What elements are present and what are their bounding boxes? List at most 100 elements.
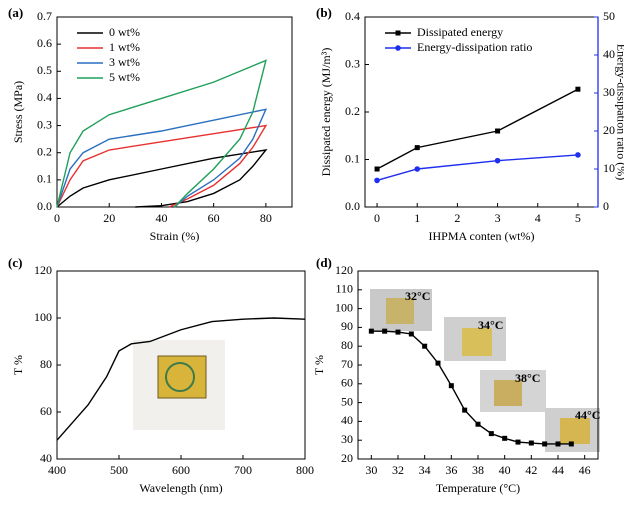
x-axis-label: Strain (%) (150, 229, 200, 243)
y-tick-label: 120 (34, 263, 52, 277)
series-line (376, 88, 579, 170)
marker (462, 407, 468, 413)
x-tick-label: 44 (552, 463, 564, 477)
film-sample (386, 298, 414, 324)
annotation: 32°C (405, 289, 430, 303)
x-tick-label: 600 (172, 463, 190, 477)
y2-tick-label: 40 (603, 47, 615, 61)
x-tick-label: 36 (445, 463, 457, 477)
x-axis-label: Temperature (°C) (436, 481, 520, 495)
marker (374, 177, 380, 184)
x-tick-label: 34 (419, 463, 431, 477)
marker (575, 86, 581, 92)
y-tick-label: 0.4 (37, 90, 52, 104)
marker (414, 166, 421, 172)
legend-label: Dissipated energy (417, 25, 503, 39)
x-tick-label: 500 (110, 463, 128, 477)
y-tick-label: 20 (341, 451, 353, 465)
y-tick-label: 0.1 (345, 151, 360, 165)
x-tick-label: 60 (208, 211, 220, 225)
inset-photos (370, 289, 600, 452)
x-tick-label: 42 (525, 463, 537, 477)
marker (368, 328, 374, 334)
marker (435, 360, 441, 366)
panel-label: (c) (8, 255, 22, 270)
x-tick-label: 38 (472, 463, 484, 477)
y-axis-label: T % (11, 355, 25, 375)
y-tick-label: 40 (341, 413, 353, 427)
y-tick-label: 0.4 (345, 9, 360, 23)
y2-tick-label: 30 (603, 85, 615, 99)
y-tick-label: 0.7 (37, 9, 52, 23)
y2-tick-label: 10 (603, 161, 615, 175)
y-tick-label: 40 (40, 451, 52, 465)
annotation: 34°C (478, 318, 503, 332)
panel-label: (b) (316, 5, 332, 20)
y-axis-label: Stress (MPa) (11, 81, 25, 143)
y-tick-label: 30 (341, 432, 353, 446)
y-tick-label: 0.3 (37, 117, 52, 131)
y2-tick-label: 50 (603, 9, 615, 23)
x-tick-label: 0 (54, 211, 60, 225)
panel-label: (d) (316, 255, 332, 270)
legend-label: 5 wt% (109, 70, 140, 84)
x-tick-label: 32 (392, 463, 404, 477)
marker (422, 343, 428, 349)
film-sample (494, 380, 522, 406)
panel-label: (a) (8, 5, 23, 20)
marker (528, 440, 534, 446)
marker (488, 431, 494, 437)
y-tick-label: 0.6 (37, 36, 52, 50)
y-axis-label: Dissipated energy (MJ/m³) (319, 48, 333, 177)
y-tick-label: 120 (335, 263, 353, 277)
x-tick-label: 80 (260, 211, 272, 225)
series-line (56, 149, 268, 208)
marker (374, 166, 380, 172)
film-sample (560, 418, 590, 444)
y2-tick-label: 0 (603, 199, 609, 213)
x-tick-label: 0 (374, 211, 380, 225)
marker (495, 128, 501, 134)
y-tick-label: 80 (40, 357, 52, 371)
legend-label: 3 wt% (109, 55, 140, 69)
x-tick-label: 700 (234, 463, 252, 477)
annotation: 44°C (575, 408, 600, 422)
legend-label: 0 wt% (109, 25, 140, 39)
legend-marker (395, 45, 401, 51)
y-tick-label: 60 (341, 376, 353, 390)
x-tick-label: 40 (499, 463, 511, 477)
y-tick-label: 0.0 (37, 199, 52, 213)
x-tick-label: 800 (296, 463, 314, 477)
marker (568, 441, 574, 447)
y-tick-label: 50 (341, 394, 353, 408)
marker (408, 331, 414, 337)
marker (515, 439, 521, 445)
x-tick-label: 46 (579, 463, 591, 477)
legend-label: 1 wt% (109, 40, 140, 54)
series-line (376, 154, 578, 182)
y-tick-label: 60 (40, 404, 52, 418)
marker (395, 329, 401, 335)
x-tick-label: 4 (535, 211, 541, 225)
series-line (56, 317, 306, 441)
y-tick-label: 0.1 (37, 172, 52, 186)
y2-tick-label: 20 (603, 123, 615, 137)
y2-axis-label: Energy-dissipation ratio (%) (614, 44, 624, 180)
y-tick-label: 110 (335, 282, 353, 296)
marker (502, 435, 508, 441)
marker (555, 441, 561, 447)
x-tick-label: 40 (155, 211, 167, 225)
x-axis-label: Wavelength (nm) (139, 481, 222, 495)
marker (414, 145, 420, 151)
x-tick-label: 1 (414, 211, 420, 225)
logo (165, 362, 195, 392)
series-line (371, 330, 572, 445)
y-tick-label: 0.5 (37, 63, 52, 77)
film-sample (462, 328, 492, 356)
x-tick-label: 5 (575, 211, 581, 225)
plot-frame (56, 16, 293, 208)
marker (382, 328, 388, 334)
y-tick-label: 0.2 (37, 144, 52, 158)
x-tick-label: 20 (103, 211, 115, 225)
